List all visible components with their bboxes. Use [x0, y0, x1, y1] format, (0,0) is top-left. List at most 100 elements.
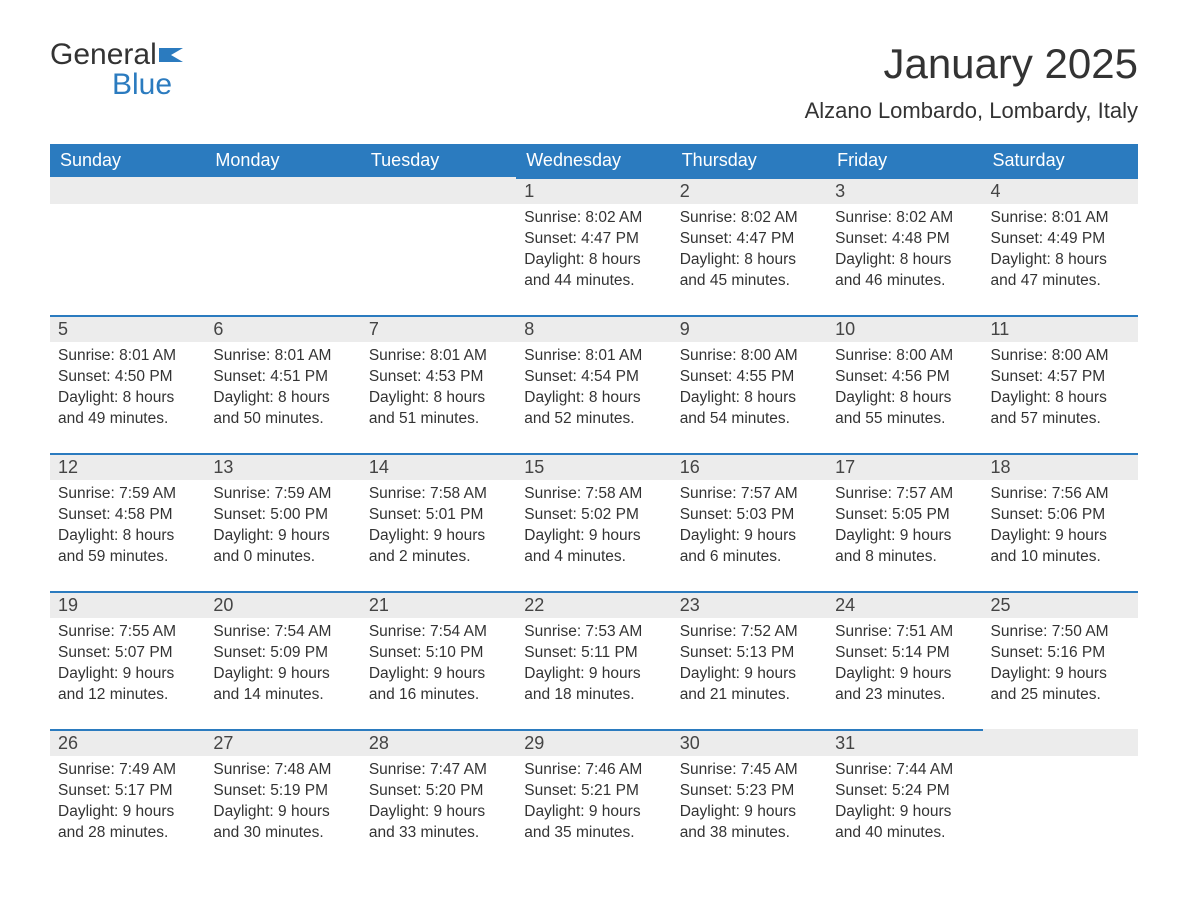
day-number: 9 — [672, 315, 827, 342]
sunset-text: Sunset: 5:20 PM — [369, 781, 508, 802]
day-content: Sunrise: 8:01 AMSunset: 4:50 PMDaylight:… — [50, 342, 205, 434]
daylight-line-2: and 51 minutes. — [369, 409, 508, 430]
daylight-line-1: Daylight: 9 hours — [213, 526, 352, 547]
sunrise-text: Sunrise: 7:53 AM — [524, 622, 663, 643]
daylight-line-2: and 10 minutes. — [991, 547, 1130, 568]
day-number: 30 — [672, 729, 827, 756]
month-title: January 2025 — [805, 40, 1138, 88]
day-content: Sunrise: 7:45 AMSunset: 5:23 PMDaylight:… — [672, 756, 827, 848]
day-content: Sunrise: 7:44 AMSunset: 5:24 PMDaylight:… — [827, 756, 982, 848]
day-number: 14 — [361, 453, 516, 480]
calendar-day-cell: 16Sunrise: 7:57 AMSunset: 5:03 PMDayligh… — [672, 453, 827, 591]
day-number: 25 — [983, 591, 1138, 618]
daylight-line-2: and 8 minutes. — [835, 547, 974, 568]
day-content: Sunrise: 7:59 AMSunset: 4:58 PMDaylight:… — [50, 480, 205, 572]
sunrise-text: Sunrise: 7:47 AM — [369, 760, 508, 781]
logo-text: General Blue — [50, 40, 189, 100]
sunset-text: Sunset: 4:50 PM — [58, 367, 197, 388]
sunset-text: Sunset: 5:19 PM — [213, 781, 352, 802]
calendar-day-cell: 28Sunrise: 7:47 AMSunset: 5:20 PMDayligh… — [361, 729, 516, 867]
daylight-line-1: Daylight: 8 hours — [835, 250, 974, 271]
daylight-line-2: and 35 minutes. — [524, 823, 663, 844]
calendar-day-cell: 14Sunrise: 7:58 AMSunset: 5:01 PMDayligh… — [361, 453, 516, 591]
day-number-bar-empty — [361, 177, 516, 204]
daylight-line-1: Daylight: 9 hours — [369, 526, 508, 547]
day-content: Sunrise: 7:56 AMSunset: 5:06 PMDaylight:… — [983, 480, 1138, 572]
sunrise-text: Sunrise: 7:50 AM — [991, 622, 1130, 643]
calendar-day-cell: 12Sunrise: 7:59 AMSunset: 4:58 PMDayligh… — [50, 453, 205, 591]
daylight-line-2: and 50 minutes. — [213, 409, 352, 430]
calendar-day-cell: 27Sunrise: 7:48 AMSunset: 5:19 PMDayligh… — [205, 729, 360, 867]
sunrise-text: Sunrise: 7:54 AM — [369, 622, 508, 643]
calendar-day-cell: 23Sunrise: 7:52 AMSunset: 5:13 PMDayligh… — [672, 591, 827, 729]
weekday-header: Tuesday — [361, 144, 516, 177]
daylight-line-1: Daylight: 8 hours — [524, 250, 663, 271]
day-number: 2 — [672, 177, 827, 204]
calendar-day-cell: 25Sunrise: 7:50 AMSunset: 5:16 PMDayligh… — [983, 591, 1138, 729]
daylight-line-2: and 45 minutes. — [680, 271, 819, 292]
daylight-line-2: and 52 minutes. — [524, 409, 663, 430]
calendar-day-cell — [205, 177, 360, 315]
day-number: 26 — [50, 729, 205, 756]
daylight-line-2: and 55 minutes. — [835, 409, 974, 430]
sunrise-text: Sunrise: 8:01 AM — [58, 346, 197, 367]
daylight-line-2: and 44 minutes. — [524, 271, 663, 292]
calendar-day-cell — [361, 177, 516, 315]
daylight-line-1: Daylight: 8 hours — [213, 388, 352, 409]
daylight-line-2: and 4 minutes. — [524, 547, 663, 568]
sunrise-text: Sunrise: 8:02 AM — [680, 208, 819, 229]
day-number: 29 — [516, 729, 671, 756]
day-number: 18 — [983, 453, 1138, 480]
daylight-line-1: Daylight: 9 hours — [58, 802, 197, 823]
sunrise-text: Sunrise: 8:02 AM — [835, 208, 974, 229]
daylight-line-1: Daylight: 8 hours — [680, 388, 819, 409]
calendar-day-cell: 2Sunrise: 8:02 AMSunset: 4:47 PMDaylight… — [672, 177, 827, 315]
sunrise-text: Sunrise: 7:56 AM — [991, 484, 1130, 505]
calendar-day-cell: 29Sunrise: 7:46 AMSunset: 5:21 PMDayligh… — [516, 729, 671, 867]
day-content: Sunrise: 8:00 AMSunset: 4:57 PMDaylight:… — [983, 342, 1138, 434]
daylight-line-1: Daylight: 9 hours — [524, 802, 663, 823]
sunrise-text: Sunrise: 8:01 AM — [213, 346, 352, 367]
day-number-bar-empty — [983, 729, 1138, 756]
day-content: Sunrise: 7:58 AMSunset: 5:01 PMDaylight:… — [361, 480, 516, 572]
day-number: 24 — [827, 591, 982, 618]
calendar-day-cell: 22Sunrise: 7:53 AMSunset: 5:11 PMDayligh… — [516, 591, 671, 729]
daylight-line-1: Daylight: 9 hours — [991, 526, 1130, 547]
sunset-text: Sunset: 5:23 PM — [680, 781, 819, 802]
sunrise-text: Sunrise: 7:52 AM — [680, 622, 819, 643]
weekday-header: Saturday — [983, 144, 1138, 177]
calendar-day-cell: 15Sunrise: 7:58 AMSunset: 5:02 PMDayligh… — [516, 453, 671, 591]
daylight-line-1: Daylight: 8 hours — [835, 388, 974, 409]
calendar-day-cell: 21Sunrise: 7:54 AMSunset: 5:10 PMDayligh… — [361, 591, 516, 729]
calendar-week-row: 19Sunrise: 7:55 AMSunset: 5:07 PMDayligh… — [50, 591, 1138, 729]
day-content: Sunrise: 7:59 AMSunset: 5:00 PMDaylight:… — [205, 480, 360, 572]
logo-word-1: General — [50, 38, 157, 71]
day-number: 3 — [827, 177, 982, 204]
sunset-text: Sunset: 5:09 PM — [213, 643, 352, 664]
sunrise-text: Sunrise: 7:58 AM — [369, 484, 508, 505]
calendar-week-row: 5Sunrise: 8:01 AMSunset: 4:50 PMDaylight… — [50, 315, 1138, 453]
sunset-text: Sunset: 5:14 PM — [835, 643, 974, 664]
location-label: Alzano Lombardo, Lombardy, Italy — [805, 98, 1138, 124]
day-number: 8 — [516, 315, 671, 342]
daylight-line-2: and 40 minutes. — [835, 823, 974, 844]
sunset-text: Sunset: 4:57 PM — [991, 367, 1130, 388]
day-content: Sunrise: 7:47 AMSunset: 5:20 PMDaylight:… — [361, 756, 516, 848]
daylight-line-1: Daylight: 8 hours — [991, 250, 1130, 271]
daylight-line-1: Daylight: 9 hours — [58, 664, 197, 685]
day-content: Sunrise: 7:48 AMSunset: 5:19 PMDaylight:… — [205, 756, 360, 848]
day-number: 4 — [983, 177, 1138, 204]
calendar-day-cell: 5Sunrise: 8:01 AMSunset: 4:50 PMDaylight… — [50, 315, 205, 453]
sunset-text: Sunset: 4:58 PM — [58, 505, 197, 526]
sunset-text: Sunset: 4:56 PM — [835, 367, 974, 388]
sunrise-text: Sunrise: 7:59 AM — [213, 484, 352, 505]
sunset-text: Sunset: 4:53 PM — [369, 367, 508, 388]
daylight-line-1: Daylight: 9 hours — [835, 802, 974, 823]
daylight-line-1: Daylight: 8 hours — [58, 388, 197, 409]
day-number: 7 — [361, 315, 516, 342]
day-number: 22 — [516, 591, 671, 618]
day-content: Sunrise: 7:46 AMSunset: 5:21 PMDaylight:… — [516, 756, 671, 848]
daylight-line-1: Daylight: 9 hours — [213, 802, 352, 823]
header: General Blue January 2025 Alzano Lombard… — [50, 40, 1138, 124]
daylight-line-2: and 6 minutes. — [680, 547, 819, 568]
